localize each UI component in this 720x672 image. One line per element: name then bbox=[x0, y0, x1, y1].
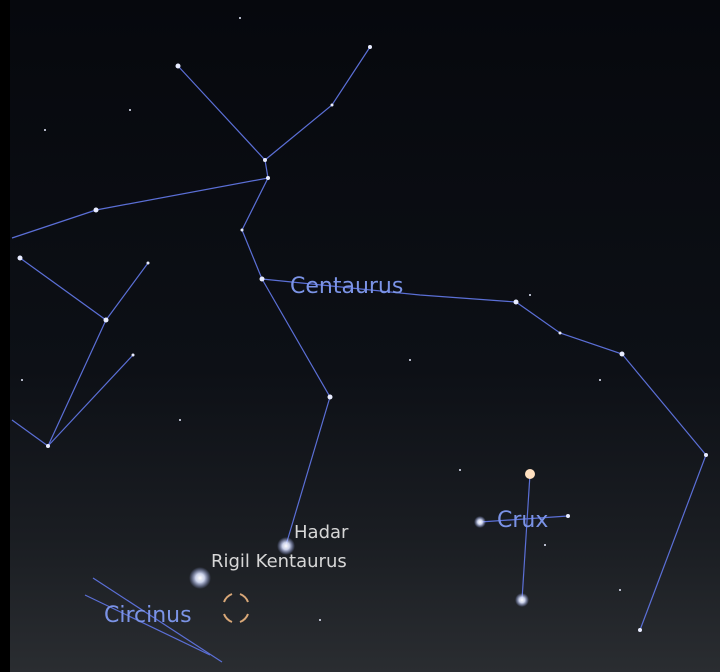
star-label: Hadar bbox=[294, 522, 349, 543]
constellation-label: Crux bbox=[497, 508, 548, 533]
constellation-label: Circinus bbox=[104, 603, 192, 628]
constellation-label: Centaurus bbox=[290, 274, 403, 299]
stars bbox=[17, 17, 708, 632]
star bbox=[515, 593, 529, 607]
star bbox=[525, 469, 535, 479]
target-marker bbox=[223, 593, 249, 623]
sky-background bbox=[10, 0, 720, 672]
star bbox=[474, 516, 486, 528]
star-hadar bbox=[277, 537, 295, 555]
star-rigil-kentaurus bbox=[189, 567, 211, 589]
star-label: Rigil Kentaurus bbox=[211, 551, 347, 572]
